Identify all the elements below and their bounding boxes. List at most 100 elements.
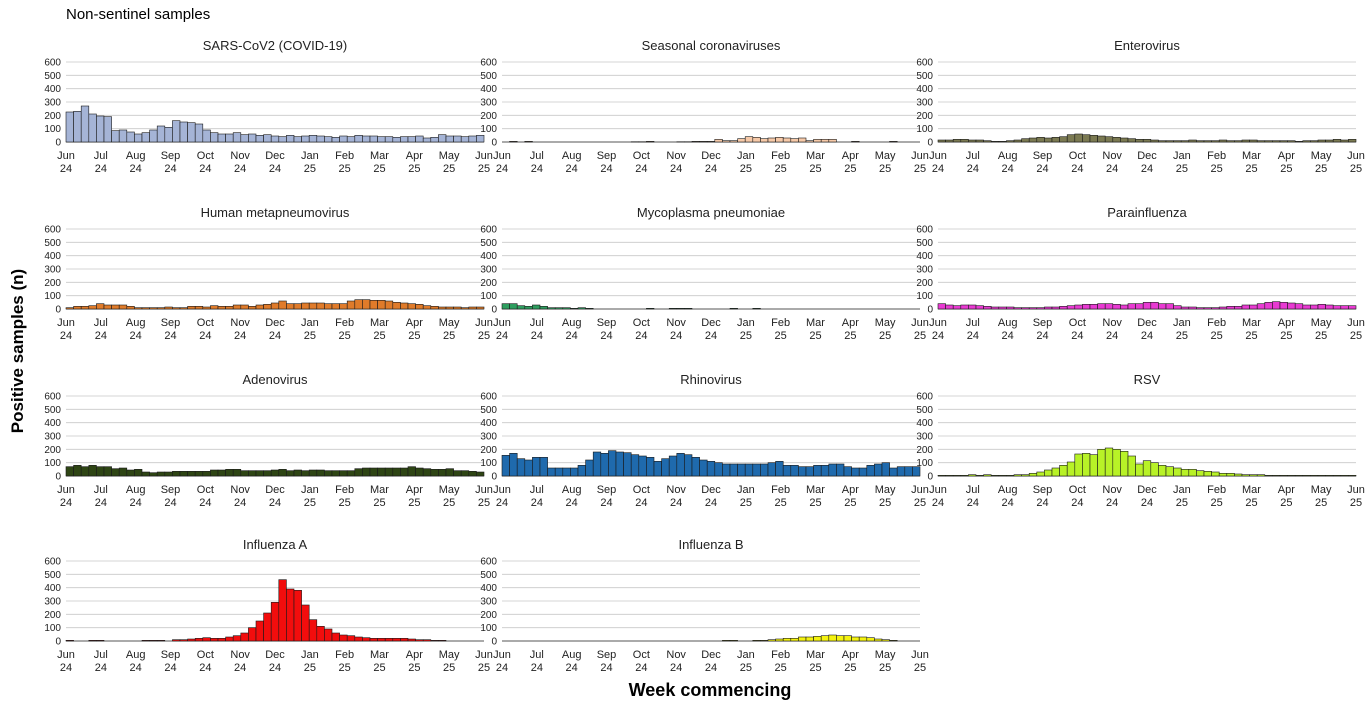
bar	[354, 468, 363, 477]
bar	[1006, 475, 1015, 477]
y-tick-label: 300	[480, 432, 497, 443]
x-tick-label: Dec	[265, 317, 285, 329]
x-tick-label: 24	[705, 662, 717, 674]
x-tick-label: 25	[809, 497, 821, 509]
panel-title: Rhinovirus	[680, 372, 742, 387]
x-tick-label: 25	[373, 330, 385, 342]
x-tick-label: 25	[478, 163, 490, 175]
bar	[691, 141, 700, 143]
bar	[331, 303, 340, 310]
bar	[524, 459, 533, 477]
x-tick-label: Jan	[737, 150, 755, 162]
bar	[164, 127, 173, 143]
bar	[1287, 475, 1296, 477]
x-tick-label: Dec	[1137, 484, 1157, 496]
bar	[1332, 475, 1342, 477]
bar	[331, 137, 340, 143]
y-tick-label: 500	[916, 405, 933, 416]
bar	[194, 123, 204, 143]
bar	[65, 640, 74, 642]
x-tick-label: 24	[1036, 330, 1048, 342]
x-tick-label: Jan	[301, 150, 319, 162]
bar	[1279, 140, 1288, 143]
bar	[96, 640, 105, 642]
bar	[775, 461, 784, 477]
x-axis-label: Week commencing	[628, 680, 792, 700]
x-tick-label: 25	[304, 662, 316, 674]
x-tick-label: 25	[775, 330, 787, 342]
bar	[968, 474, 977, 477]
bar	[445, 468, 454, 477]
y-tick-label: 600	[480, 225, 497, 236]
x-tick-label: Dec	[1137, 150, 1157, 162]
x-tick-label: Aug	[562, 150, 582, 162]
y-tick-label: 400	[480, 84, 497, 95]
bar	[1340, 305, 1349, 310]
x-tick-label: May	[875, 649, 896, 661]
bar	[1317, 304, 1326, 310]
bar	[1348, 305, 1357, 310]
bar	[88, 305, 97, 310]
x-tick-label: Jun	[57, 649, 75, 661]
bar	[134, 307, 143, 310]
bar	[960, 304, 969, 310]
x-tick-label: 24	[566, 163, 578, 175]
bar	[1203, 471, 1212, 477]
bar	[73, 306, 82, 310]
bar	[912, 466, 921, 477]
bar	[760, 138, 769, 143]
x-tick-label: Nov	[1102, 484, 1122, 496]
bar	[96, 115, 105, 143]
bar	[248, 470, 257, 477]
bar	[369, 467, 378, 477]
bar	[400, 302, 409, 310]
x-tick-label: 24	[967, 330, 979, 342]
x-tick-label: 25	[373, 497, 385, 509]
panel-title: Enterovirus	[1114, 38, 1180, 53]
x-tick-label: 24	[95, 497, 107, 509]
x-tick-label: Feb	[335, 649, 354, 661]
x-tick-label: Mar	[806, 649, 825, 661]
x-tick-label: Jun	[911, 649, 929, 661]
x-tick-label: Nov	[666, 150, 686, 162]
bar	[1082, 134, 1091, 143]
bar	[149, 640, 158, 642]
panel-title: Seasonal coronaviruses	[642, 38, 781, 53]
bar	[187, 471, 196, 477]
x-tick-label: 25	[304, 163, 316, 175]
x-tick-label: 25	[1176, 497, 1188, 509]
bar	[1066, 305, 1076, 310]
bar	[179, 639, 188, 642]
x-tick-label: Mar	[370, 484, 389, 496]
bar	[775, 137, 784, 143]
x-tick-label: Dec	[701, 649, 721, 661]
bar	[1173, 305, 1182, 310]
bar	[805, 466, 814, 477]
y-tick-label: 500	[480, 570, 497, 581]
bar	[316, 469, 325, 477]
bar	[453, 135, 462, 143]
x-tick-label: 25	[914, 497, 926, 509]
bar	[362, 299, 371, 310]
bar	[1226, 306, 1235, 310]
y-tick-label: 300	[916, 265, 933, 276]
bar	[96, 303, 105, 310]
x-tick-label: Aug	[562, 317, 582, 329]
panel-9: RSV0100200300400500600Jun24Jul24Aug24Sep…	[916, 372, 1365, 509]
bar	[1241, 474, 1250, 477]
bar	[547, 307, 556, 310]
x-tick-label: 24	[635, 330, 647, 342]
x-tick-label: Sep	[597, 317, 617, 329]
x-tick-label: Mar	[806, 317, 825, 329]
panel-title: Mycoplasma pneumoniae	[637, 205, 785, 220]
x-tick-label: Oct	[633, 484, 650, 496]
y-tick-label: 100	[916, 458, 933, 469]
bar	[998, 141, 1007, 143]
bar	[1074, 453, 1083, 477]
bar	[415, 304, 424, 310]
x-tick-label: 25	[1211, 330, 1223, 342]
bar	[73, 465, 82, 477]
y-tick-label: 200	[916, 111, 933, 122]
bar	[516, 305, 526, 310]
x-tick-label: 25	[443, 497, 455, 509]
